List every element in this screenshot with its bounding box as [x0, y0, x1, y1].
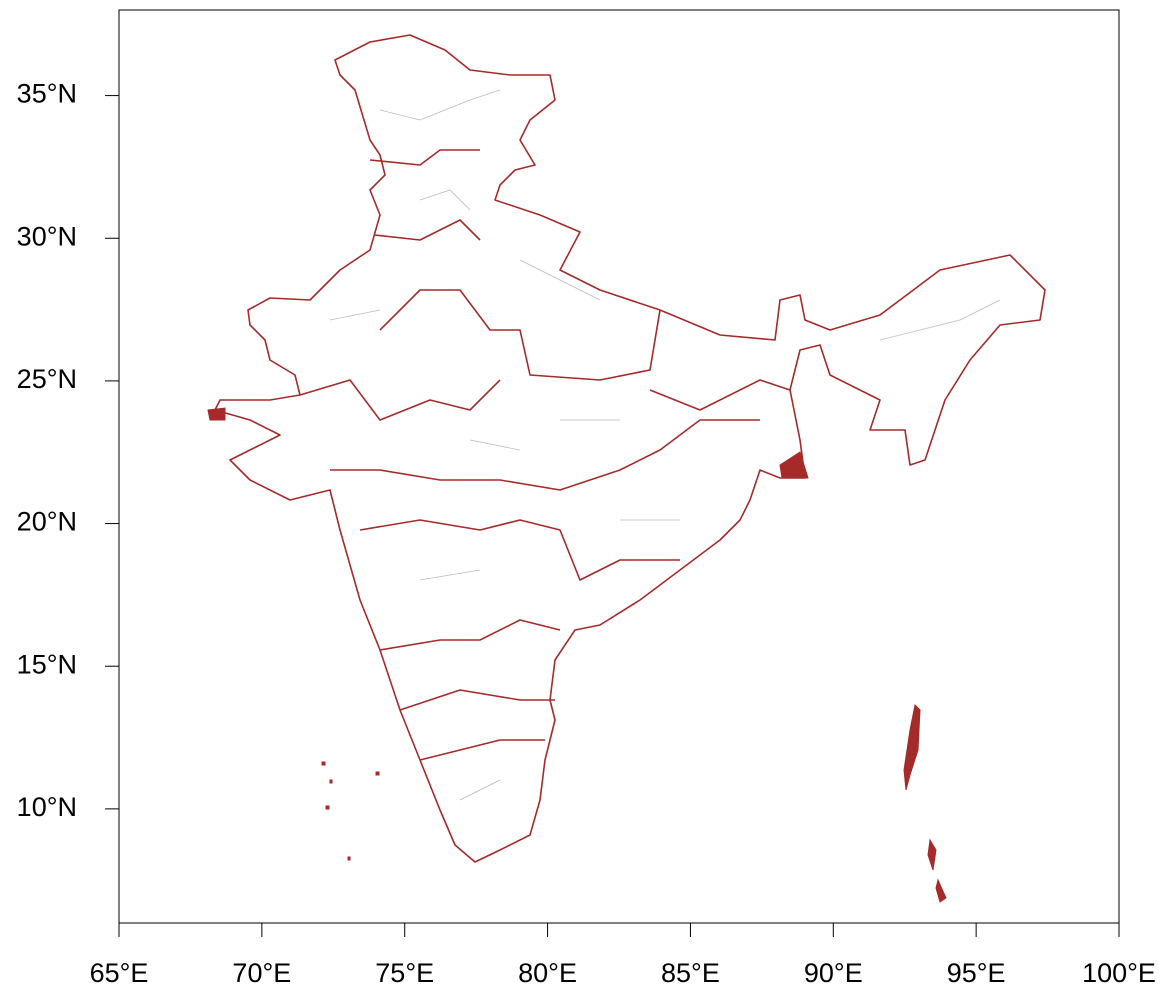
- y-tick-label: 35°N: [17, 79, 77, 109]
- x-tick-label: 85°E: [661, 958, 720, 988]
- andaman-islands: [903, 703, 947, 903]
- plot-frame: [118, 9, 1120, 924]
- y-tick-label: 10°N: [17, 792, 77, 822]
- y-tick-label: 20°N: [17, 507, 77, 537]
- x-tick-label: 65°E: [90, 958, 149, 988]
- district-lines: [329, 89, 1001, 801]
- x-tick-label: 80°E: [518, 958, 577, 988]
- x-tick-label: 75°E: [375, 958, 434, 988]
- y-tick-label: 30°N: [17, 221, 77, 251]
- country-outline: [214, 34, 1046, 863]
- x-tick-label: 95°E: [947, 958, 1006, 988]
- y-tick-label: 25°N: [17, 364, 77, 394]
- x-tick-label: 100°E: [1082, 958, 1156, 988]
- x-tick-label: 90°E: [804, 958, 863, 988]
- axes: 65°E 70°E 75°E 80°E 85°E 90°E 95°E 100°E 10°N 15°…: [17, 79, 1156, 988]
- india-map: [207, 34, 1046, 903]
- y-tick-label: 15°N: [17, 649, 77, 679]
- x-tick-label: 70°E: [232, 958, 291, 988]
- state-border: [299, 149, 791, 761]
- lakshadweep-islands: [321, 761, 380, 861]
- delta-region: [207, 407, 809, 479]
